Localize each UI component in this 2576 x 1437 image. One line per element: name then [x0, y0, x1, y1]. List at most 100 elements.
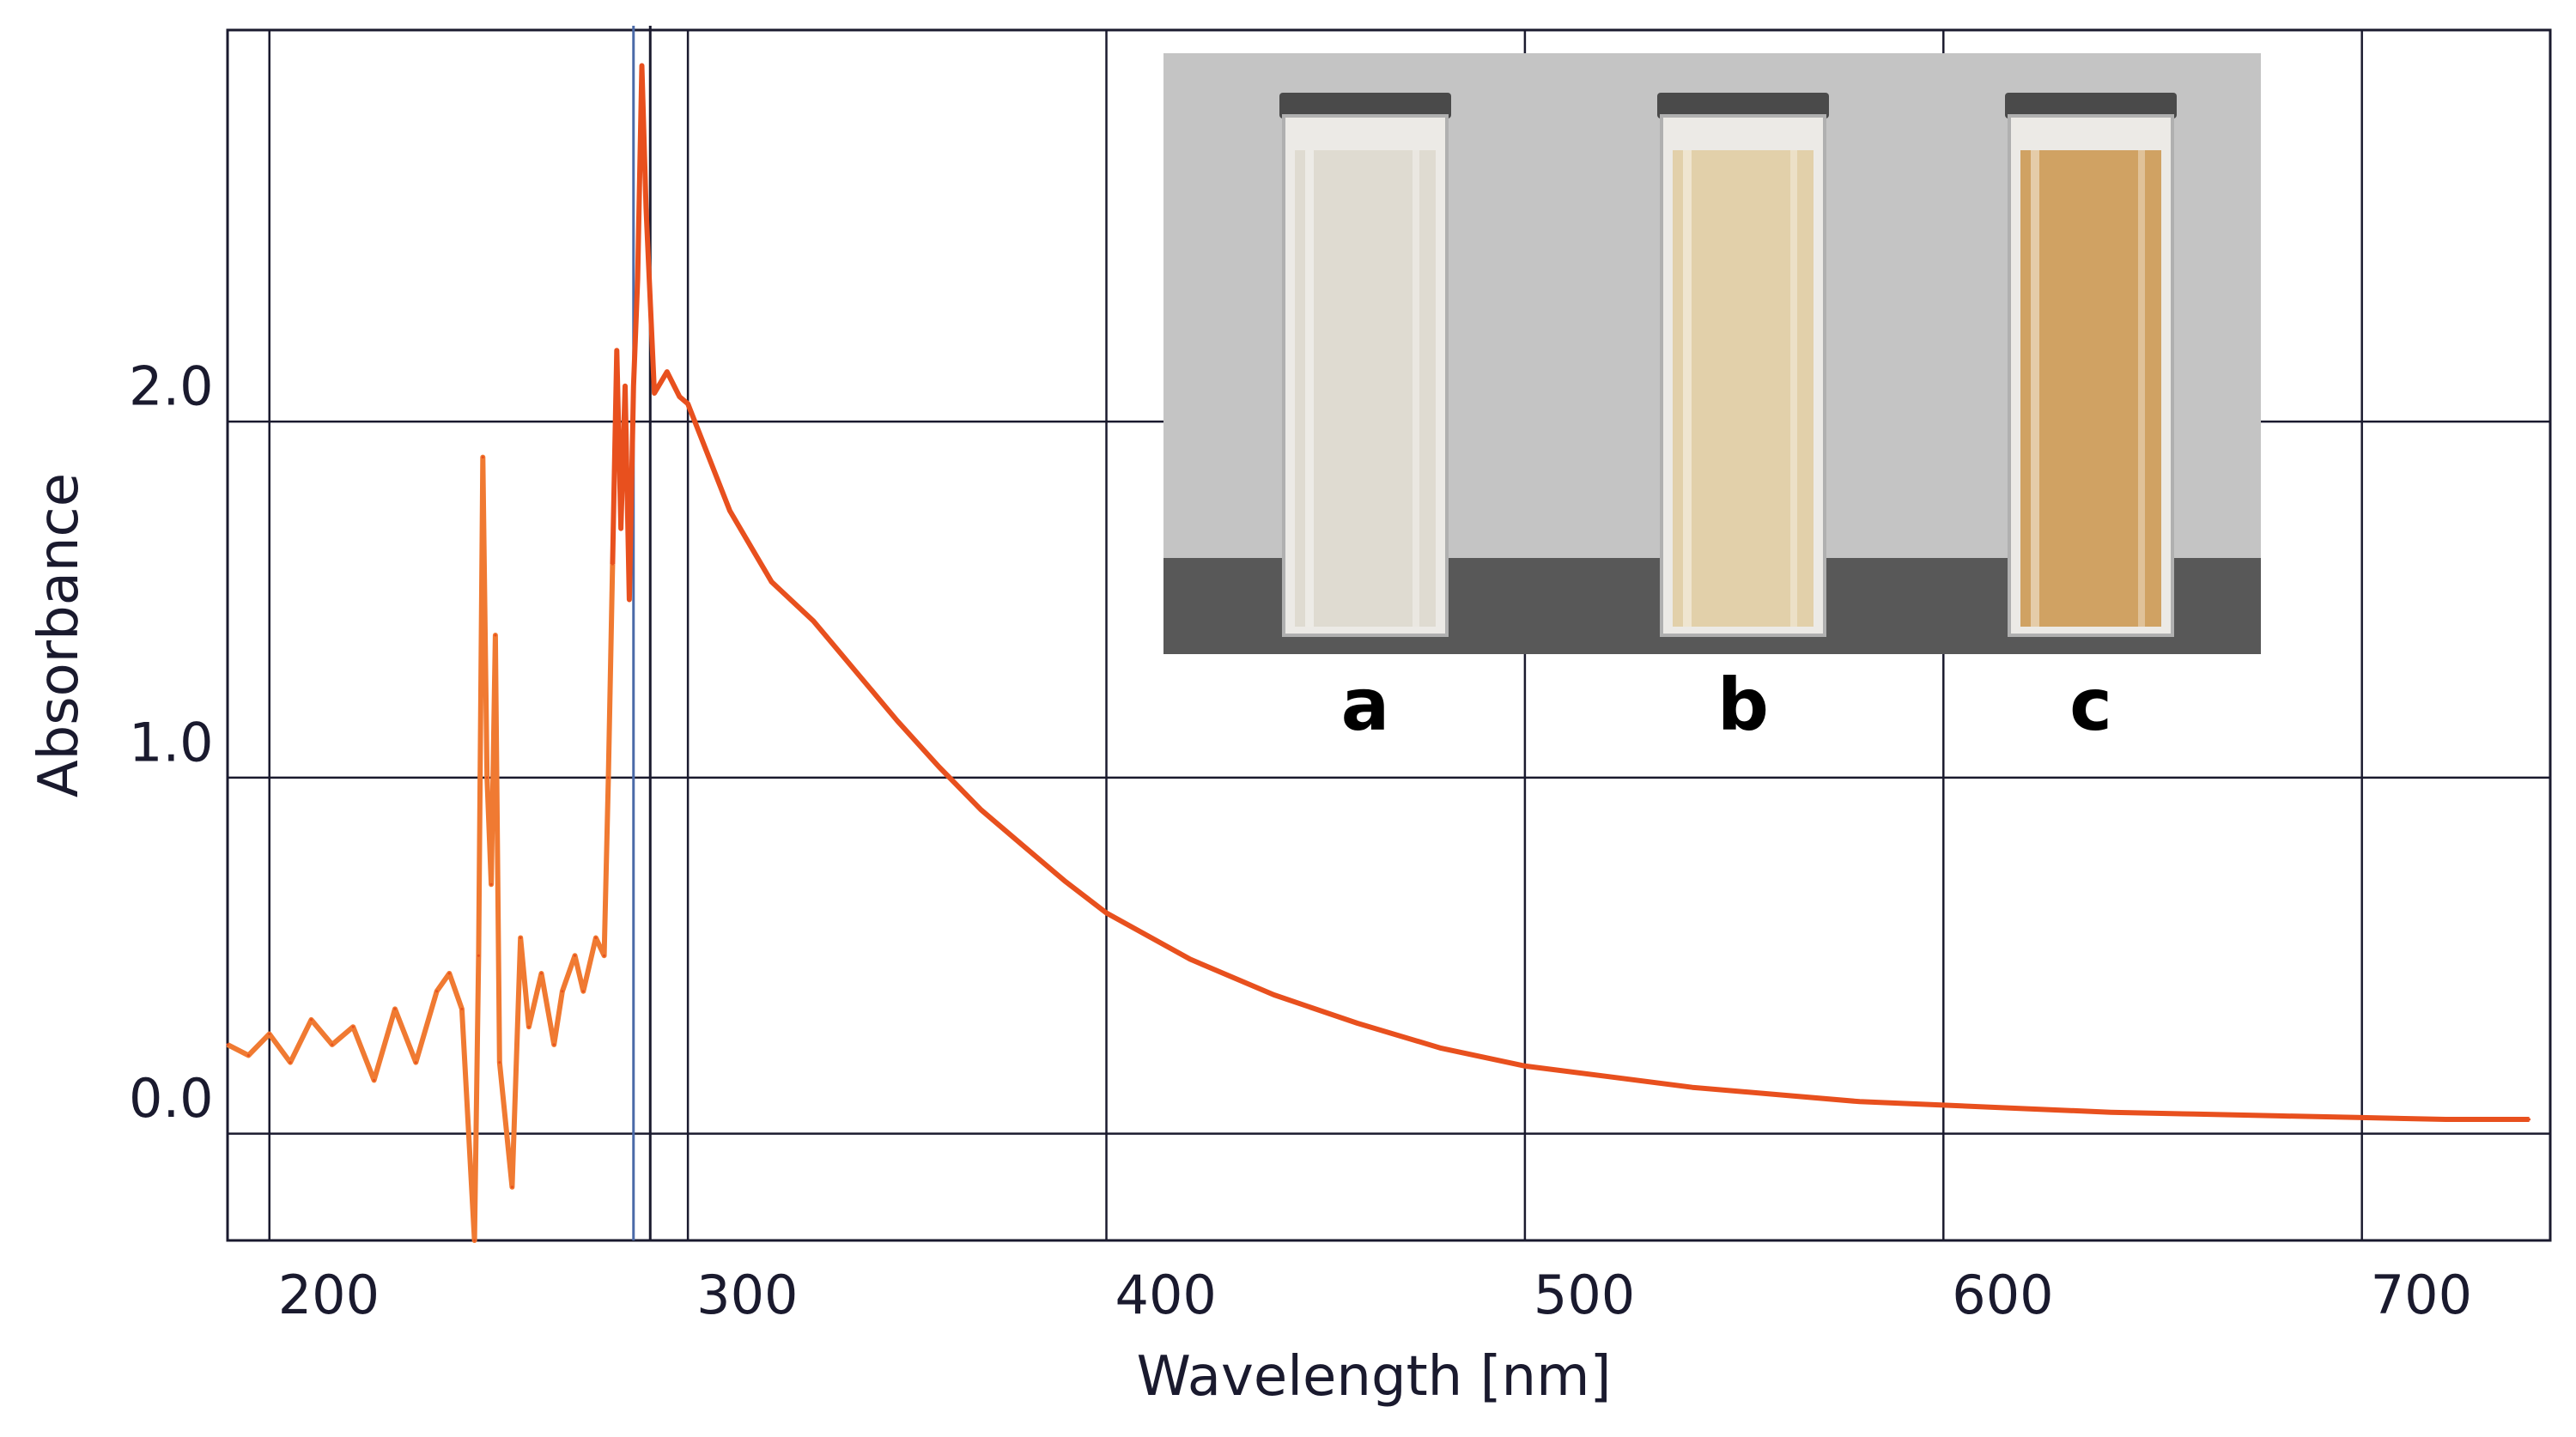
data-point	[708, 456, 710, 459]
data-point	[653, 391, 656, 395]
cuvette-liquid	[1295, 150, 1436, 627]
data-point	[494, 634, 497, 637]
x-tick-label: 400	[1115, 1264, 1217, 1326]
cuvette-highlight	[1683, 150, 1692, 627]
data-point	[2193, 1113, 2196, 1116]
data-point	[2360, 1116, 2364, 1119]
cuvette-highlight	[2138, 150, 2145, 627]
data-point	[1941, 1103, 1945, 1107]
data-point	[1607, 1075, 1610, 1078]
data-point	[770, 580, 774, 584]
x-tick-labels: 200 300 400 500 600 700	[278, 1264, 2472, 1326]
cuvette-a	[1279, 93, 1451, 637]
data-point	[481, 456, 484, 459]
data-point	[460, 1007, 464, 1010]
data-point	[581, 990, 585, 993]
data-point	[310, 1018, 313, 1022]
cuvette-highlight	[1790, 150, 1797, 627]
sample-label-a: a	[1341, 663, 1390, 747]
cuvette-liquid	[2020, 150, 2161, 627]
data-point	[628, 598, 631, 601]
data-point	[498, 1061, 501, 1064]
data-point	[477, 954, 480, 957]
y-axis-title: Absorbance	[27, 473, 91, 797]
data-point	[665, 370, 669, 373]
data-point	[246, 1053, 250, 1057]
data-point	[1523, 1064, 1527, 1068]
cuvette-c	[2005, 93, 2177, 637]
data-point	[1188, 957, 1192, 961]
data-point	[527, 1025, 531, 1028]
cuvette-highlight	[2031, 150, 2039, 627]
data-point	[615, 349, 618, 352]
data-point	[1356, 1022, 1359, 1025]
data-point	[540, 972, 543, 975]
x-tick-label: 700	[2371, 1264, 2472, 1326]
cuvette-photo-inset	[1163, 53, 2261, 654]
data-point	[619, 527, 623, 531]
y-tick-label: 0.0	[129, 1067, 214, 1130]
series	[226, 63, 2531, 1243]
data-point	[552, 1043, 556, 1046]
data-point	[414, 1061, 417, 1064]
data-point	[2444, 1118, 2447, 1121]
plot-frame	[226, 28, 2552, 1242]
y-tick-label: 2.0	[129, 355, 214, 418]
data-point	[623, 385, 627, 388]
data-point	[938, 765, 941, 768]
data-point	[1691, 1086, 1694, 1089]
data-point	[1105, 912, 1108, 914]
data-point	[979, 808, 982, 811]
cuvettes	[1279, 93, 2177, 637]
data-point	[603, 954, 606, 957]
x-tick-label: 200	[278, 1264, 380, 1326]
data-point	[373, 1078, 376, 1082]
x-tick-label: 300	[696, 1264, 798, 1326]
y-tick-labels: 0.0 1.0 2.0	[129, 355, 214, 1130]
cuvette-highlight	[1305, 150, 1314, 627]
data-point	[447, 972, 451, 975]
data-point	[574, 954, 576, 957]
x-tick-label: 500	[1534, 1264, 1635, 1326]
data-point	[749, 544, 752, 548]
data-point	[1774, 1093, 1777, 1096]
data-point	[1021, 844, 1024, 847]
data-point	[1439, 1046, 1443, 1050]
data-point	[393, 1007, 397, 1010]
data-point	[485, 776, 489, 779]
data-point	[641, 64, 643, 67]
x-axis-title: Wavelength [nm]	[1137, 1345, 1612, 1409]
data-point	[677, 395, 681, 398]
cuvette-b	[1657, 93, 1829, 637]
data-point	[1273, 993, 1275, 997]
series-line	[610, 63, 2530, 1122]
cursor-markers	[632, 26, 652, 1240]
data-point	[289, 1061, 292, 1064]
cuvette-cap	[1279, 93, 1451, 118]
data-point	[811, 619, 815, 622]
data-point	[896, 719, 899, 722]
data-point	[2528, 1118, 2531, 1121]
series-line-uv-region	[226, 454, 616, 1243]
data-point	[2109, 1111, 2112, 1114]
cuvette-cap	[1657, 93, 1829, 118]
data-point	[611, 562, 614, 566]
data-point	[519, 937, 522, 939]
data-point	[268, 1033, 271, 1035]
data-point	[2026, 1107, 2029, 1111]
sample-label-c: c	[2069, 663, 2112, 747]
data-point	[561, 990, 564, 993]
cuvette-liquid	[1673, 150, 1814, 627]
data-point	[2276, 1114, 2280, 1118]
data-point	[226, 1043, 229, 1046]
data-point	[473, 1239, 477, 1242]
data-point	[435, 990, 439, 993]
sample-label-b: b	[1717, 663, 1769, 747]
data-point	[1063, 879, 1066, 882]
data-point	[854, 670, 857, 672]
x-tick-label: 600	[1952, 1264, 2053, 1326]
data-point	[594, 937, 598, 939]
data-point	[510, 1185, 513, 1189]
data-point	[489, 882, 493, 886]
